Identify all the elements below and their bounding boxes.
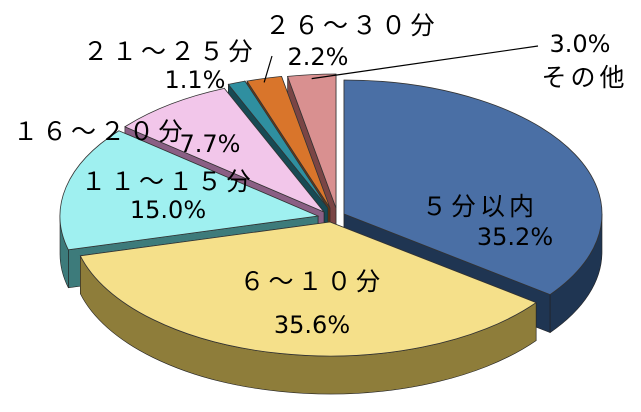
slice-label-6-10min: ６～１０分	[239, 267, 384, 296]
slice-pct-6-10min: 35.6%	[274, 311, 350, 339]
pie-slice-26-30min	[246, 75, 331, 209]
slice-pct-16-20min: 7.7%	[180, 130, 241, 158]
pie-slice-21-25min	[227, 80, 329, 209]
slice-label-16-20min: １６～２０分	[13, 117, 187, 146]
slice-label-26-30min: ２６～３０分	[265, 11, 439, 40]
slice-pct-21-25min: 1.1%	[165, 66, 226, 94]
pie-slice-other	[287, 73, 337, 209]
slice-label-21-25min: ２１～２５分	[83, 37, 257, 66]
pie-slice-5min	[343, 79, 603, 296]
slice-label-5min: ５分以内	[422, 192, 538, 221]
slice-pct-5min: 35.2%	[477, 223, 553, 251]
pie-top-layer	[59, 73, 603, 357]
pie-slice-11-15min	[59, 130, 320, 251]
slice-label-11-15min: １１～１５分	[81, 167, 255, 196]
leader-line-26-30min	[263, 55, 273, 83]
pie-slice-6-10min	[79, 221, 537, 357]
slice-pct-11-15min: 15.0%	[130, 196, 206, 224]
leader-line-other	[311, 45, 539, 80]
slice-pct-26-30min: 2.2%	[288, 43, 349, 71]
slice-label-other: その他	[541, 63, 628, 92]
pie-slice-16-20min	[124, 87, 325, 213]
slice-labels: ５分以内 35.2% ６～１０分 35.6% １１～１５分 15.0% １６～２…	[13, 11, 628, 339]
leader-lines	[263, 45, 539, 83]
slice-pct-other: 3.0%	[550, 30, 611, 58]
